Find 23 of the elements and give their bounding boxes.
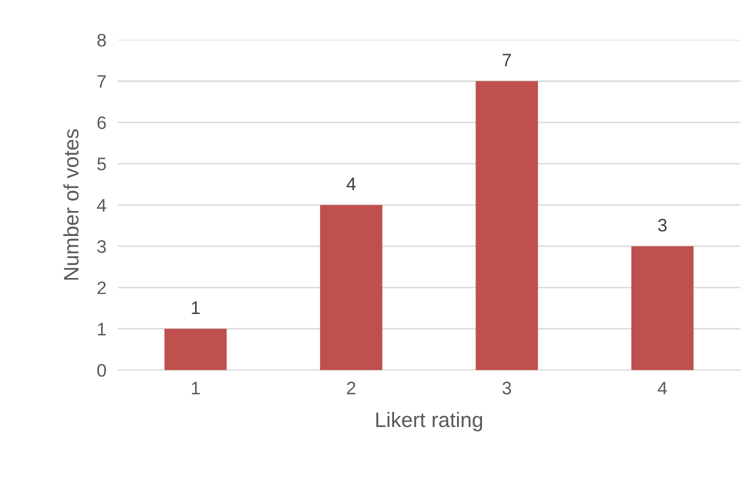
y-tick-label: 8 — [97, 34, 106, 47]
y-axis-title: Number of votes — [63, 129, 79, 280]
bar — [631, 246, 694, 370]
y-tick-label: 7 — [98, 75, 106, 88]
y-tick-label: 4 — [97, 199, 106, 212]
y-tick-label: 2 — [98, 281, 106, 294]
x-tick-label: 3 — [502, 382, 512, 394]
bar — [164, 328, 227, 370]
y-tick-label: 0 — [97, 364, 106, 377]
data-label: 4 — [346, 178, 356, 190]
y-tick-label: 3 — [97, 240, 106, 253]
data-label: 7 — [502, 54, 511, 66]
bar — [476, 81, 538, 370]
x-tick-label: 2 — [347, 382, 356, 394]
x-axis-title: Likert rating — [376, 412, 482, 432]
x-tick-label: 4 — [658, 382, 667, 394]
y-tick-label: 1 — [98, 322, 106, 336]
data-label: 1 — [192, 302, 200, 314]
data-label: 3 — [658, 218, 667, 232]
bar — [320, 204, 382, 370]
y-tick-label: 6 — [98, 116, 106, 130]
x-tick-label: 1 — [192, 382, 200, 394]
y-tick-label: 5 — [97, 158, 106, 170]
